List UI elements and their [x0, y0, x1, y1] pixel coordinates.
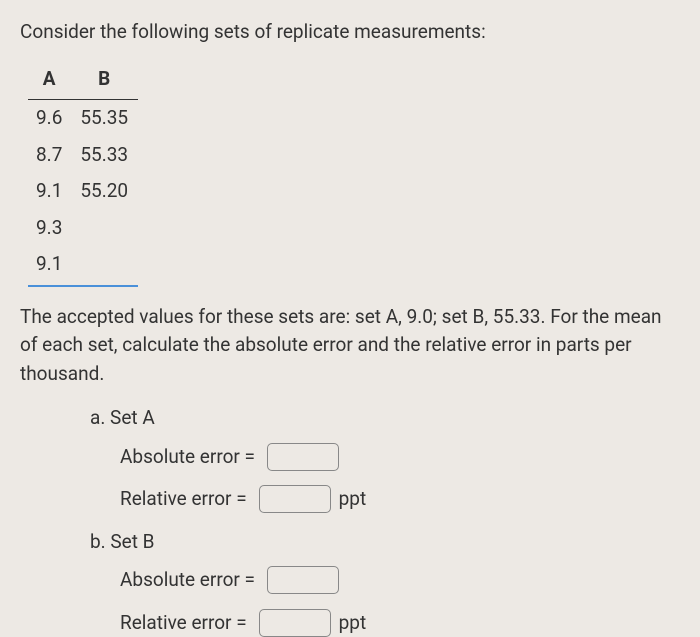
table-row: 9.1 55.20 [28, 173, 138, 210]
relative-error-label: Relative error = [120, 609, 247, 637]
absolute-error-input-a[interactable] [267, 443, 339, 471]
table-cell: 9.1 [28, 246, 72, 286]
relative-error-input-b[interactable] [259, 609, 331, 637]
absolute-error-label: Absolute error = [120, 566, 255, 595]
table-row: 9.6 55.35 [28, 100, 138, 137]
table-cell [72, 210, 138, 247]
answer-row-b-absolute: Absolute error = [120, 566, 680, 595]
table-cell: 8.7 [28, 137, 72, 174]
table-cell: 55.35 [72, 100, 138, 137]
answer-row-a-relative: Relative error = ppt [120, 485, 680, 514]
table-cell: 55.33 [72, 137, 138, 174]
unit-label: ppt [339, 485, 367, 514]
instruction-text: The accepted values for these sets are: … [20, 303, 680, 389]
absolute-error-input-b[interactable] [267, 566, 339, 594]
table-row: 9.3 [28, 210, 138, 247]
absolute-error-label: Absolute error = [120, 443, 255, 472]
table-header-a: A [28, 59, 72, 100]
question-a-label: a. Set A [90, 404, 680, 433]
intro-text: Consider the following sets of replicate… [20, 18, 680, 47]
table-header-b: B [72, 59, 138, 100]
answer-row-a-absolute: Absolute error = [120, 443, 680, 472]
table-cell: 9.6 [28, 100, 72, 137]
table-row: 9.1 [28, 246, 138, 286]
table-cell: 55.20 [72, 173, 138, 210]
table-cell: 9.1 [28, 173, 72, 210]
data-table: A B 9.6 55.35 8.7 55.33 9.1 55.20 9.3 9.… [28, 59, 138, 287]
unit-label: ppt [339, 609, 367, 637]
table-cell: 9.3 [28, 210, 72, 247]
answer-row-b-relative: Relative error = ppt [120, 609, 680, 637]
relative-error-input-a[interactable] [259, 485, 331, 513]
relative-error-label: Relative error = [120, 485, 247, 514]
table-cell [72, 246, 138, 286]
table-row: 8.7 55.33 [28, 137, 138, 174]
questions-container: a. Set A Absolute error = Relative error… [90, 404, 680, 637]
question-b-label: b. Set B [90, 528, 680, 557]
